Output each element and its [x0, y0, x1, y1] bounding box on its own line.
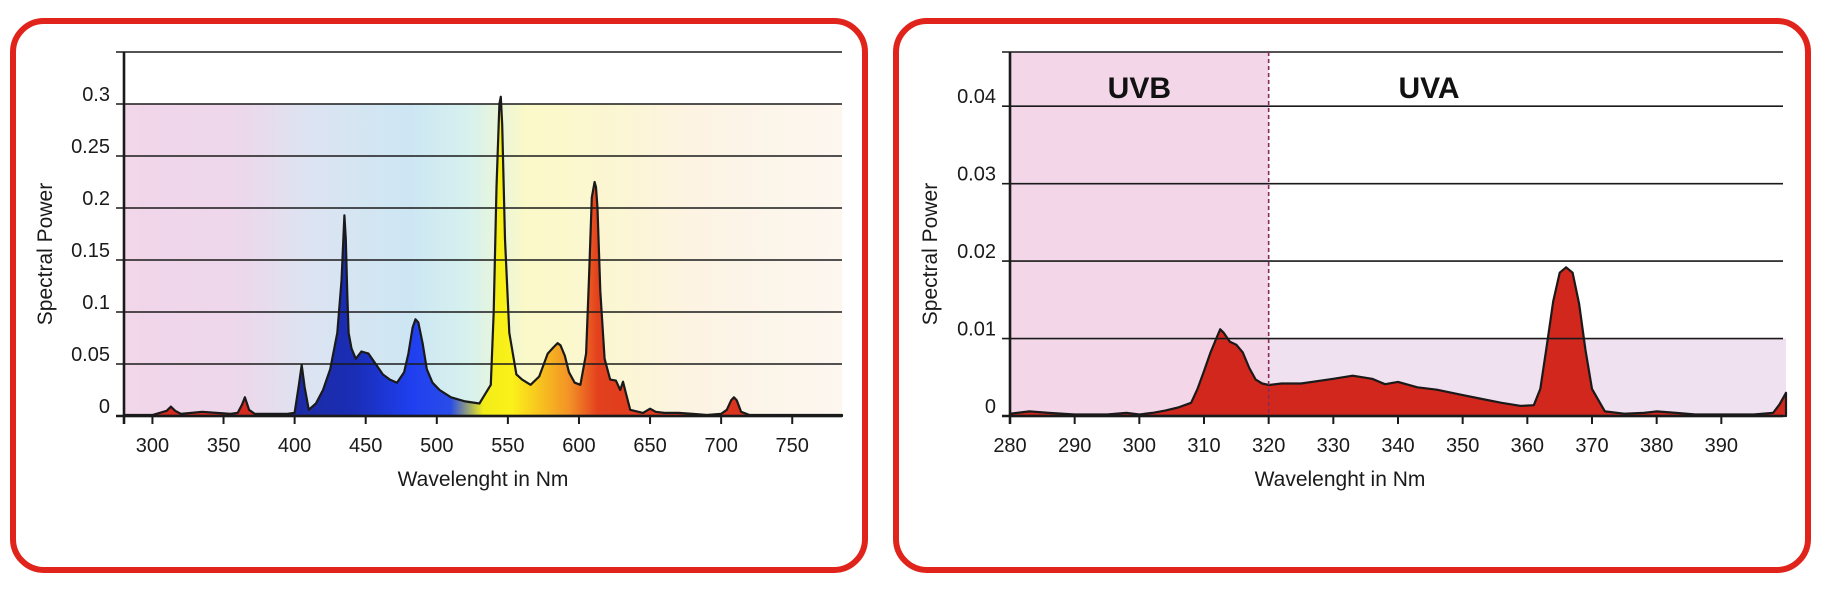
- x-tick-label: 340: [1381, 435, 1414, 457]
- y-tick-label: 0.03: [957, 164, 996, 186]
- spectrum-area: [1008, 266, 1788, 418]
- x-tick-label: 550: [491, 435, 524, 457]
- x-tick-label: 350: [207, 435, 240, 457]
- x-tick-label: 380: [1640, 435, 1673, 457]
- x-tick-label: 300: [1123, 435, 1156, 457]
- spectrum-panel-uv: 0 0.01 0.02 0.03 0.04 280 290 300 310 320 330 340 35…: [893, 18, 1811, 573]
- y-tick-label: 0.05: [71, 344, 110, 366]
- x-tick-label: 500: [420, 435, 453, 457]
- x-tick-label: 360: [1511, 435, 1544, 457]
- y-tick-label: 0: [99, 396, 110, 418]
- y-tick-label: 0: [985, 396, 996, 418]
- x-tick-label: 300: [136, 435, 169, 457]
- y-tick-label: 0.02: [957, 241, 996, 263]
- x-tick-label: 400: [278, 435, 311, 457]
- y-tick-label: 0.15: [71, 240, 110, 262]
- x-tick-label: 330: [1317, 435, 1350, 457]
- y-tick-label: 0.3: [82, 84, 110, 106]
- uv-spectrum-chart: 0 0.01 0.02 0.03 0.04 280 290 300 310 320 330 340 35…: [919, 51, 1788, 491]
- x-tick-label: 750: [776, 435, 809, 457]
- x-tick-label: 700: [704, 435, 737, 457]
- region-label-uva: UVA: [1398, 72, 1459, 105]
- visible-spectrum-chart: 0 0.05 0.1 0.15 0.2 0.25 0.3 300 350 400 450 500 550…: [34, 51, 844, 491]
- x-tick-label: 310: [1187, 435, 1220, 457]
- spectrum-panel-visible: 0 0.05 0.1 0.15 0.2 0.25 0.3 300 350 400 450 500 550…: [10, 18, 868, 573]
- y-tick-label: 0.2: [82, 188, 110, 210]
- x-tick-label: 350: [1446, 435, 1479, 457]
- y-axis-title: Spectral Power: [34, 183, 57, 325]
- y-tick-label: 0.1: [82, 292, 110, 314]
- x-axis-title: Wavelenght in Nm: [1255, 468, 1426, 491]
- x-tick-label: 600: [562, 435, 595, 457]
- x-tick-label: 370: [1575, 435, 1608, 457]
- y-tick-label: 0.25: [71, 136, 110, 158]
- x-axis-title: Wavelenght in Nm: [398, 468, 569, 491]
- spectrum-area: [122, 95, 844, 418]
- y-tick-label: 0.04: [957, 86, 996, 108]
- region-label-uvb: UVB: [1108, 72, 1171, 105]
- x-tick-label: 390: [1705, 435, 1738, 457]
- x-tick-label: 320: [1252, 435, 1285, 457]
- x-tick-label: 650: [633, 435, 666, 457]
- x-tick-label: 450: [349, 435, 382, 457]
- y-axis-title: Spectral Power: [919, 183, 942, 325]
- x-tick-label: 290: [1058, 435, 1091, 457]
- y-tick-label: 0.01: [957, 319, 996, 341]
- x-tick-label: 280: [993, 435, 1026, 457]
